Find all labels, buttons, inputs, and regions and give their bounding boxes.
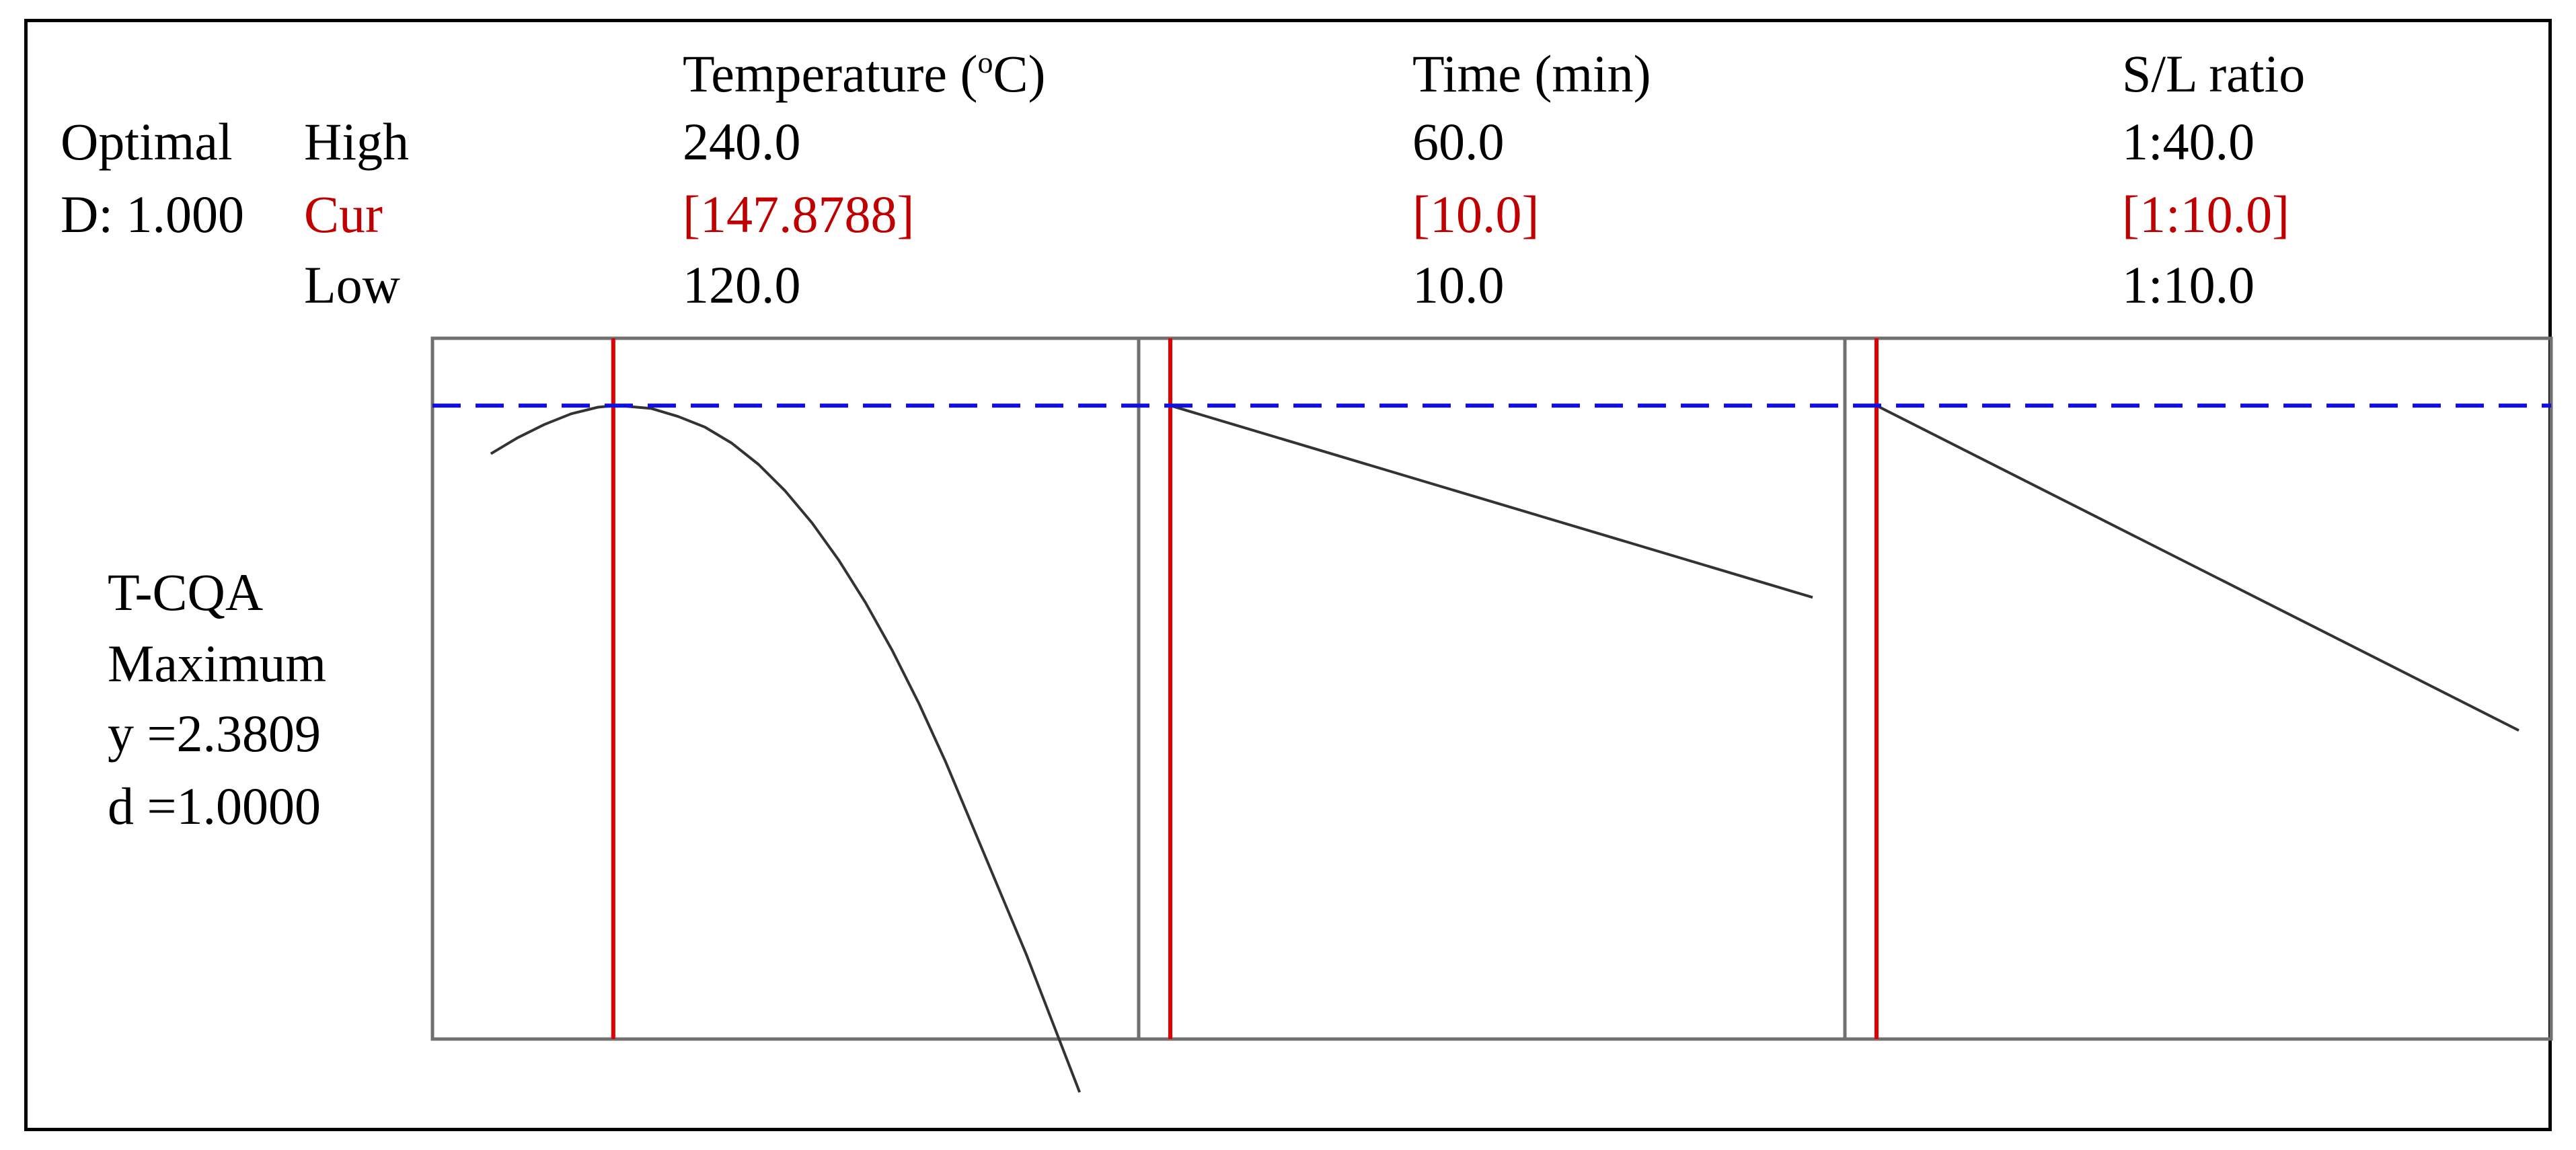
- factor-cur-temperature: [147.8788]: [683, 185, 915, 243]
- factor-low-sl-ratio: 1:10.0: [2122, 256, 2255, 314]
- response-name: T-CQA: [108, 563, 264, 621]
- factor-high-temperature: 240.0: [683, 112, 801, 171]
- factor-name-sl-ratio-pre: S/L ratio: [2122, 44, 2306, 103]
- factor-low-temperature: 120.0: [683, 256, 801, 314]
- optimal-label: Optimal: [61, 112, 233, 171]
- response-curve-1: [490, 404, 1082, 1093]
- factor-cur-time: [10.0]: [1412, 185, 1540, 243]
- factor-high-sl-ratio: 1:40.0: [2122, 112, 2255, 171]
- panel-frame-2: [1137, 336, 1847, 1041]
- factor-high-time: 60.0: [1412, 112, 1505, 171]
- response-y: y =2.3809: [108, 704, 321, 763]
- response-curve-2: [1170, 404, 1813, 599]
- factor-name-temperature-sup: o: [977, 45, 993, 79]
- row-label-high: High: [304, 112, 409, 171]
- row-label-low: Low: [304, 256, 400, 314]
- row-label-cur: Cur: [304, 185, 383, 243]
- response-curve-3: [1876, 404, 2520, 732]
- factor-cur-sl-ratio: [1:10.0]: [2122, 185, 2290, 243]
- panel-frame-1: [430, 336, 1141, 1041]
- factor-name-temperature-pre: Temperature (: [683, 44, 978, 103]
- factor-name-temperature: Temperature (oC): [683, 47, 1045, 100]
- factor-name-time: Time (min): [1412, 47, 1651, 100]
- desirability-label: D: 1.000: [61, 185, 244, 243]
- response-d: d =1.0000: [108, 777, 321, 835]
- factor-name-time-pre: Time (min): [1412, 44, 1651, 103]
- factor-name-temperature-post: C): [993, 44, 1046, 103]
- response-goal: Maximum: [108, 634, 326, 693]
- factor-name-sl-ratio: S/L ratio: [2122, 47, 2305, 100]
- factor-low-time: 10.0: [1412, 256, 1505, 314]
- panel-frame-3: [1843, 336, 2553, 1041]
